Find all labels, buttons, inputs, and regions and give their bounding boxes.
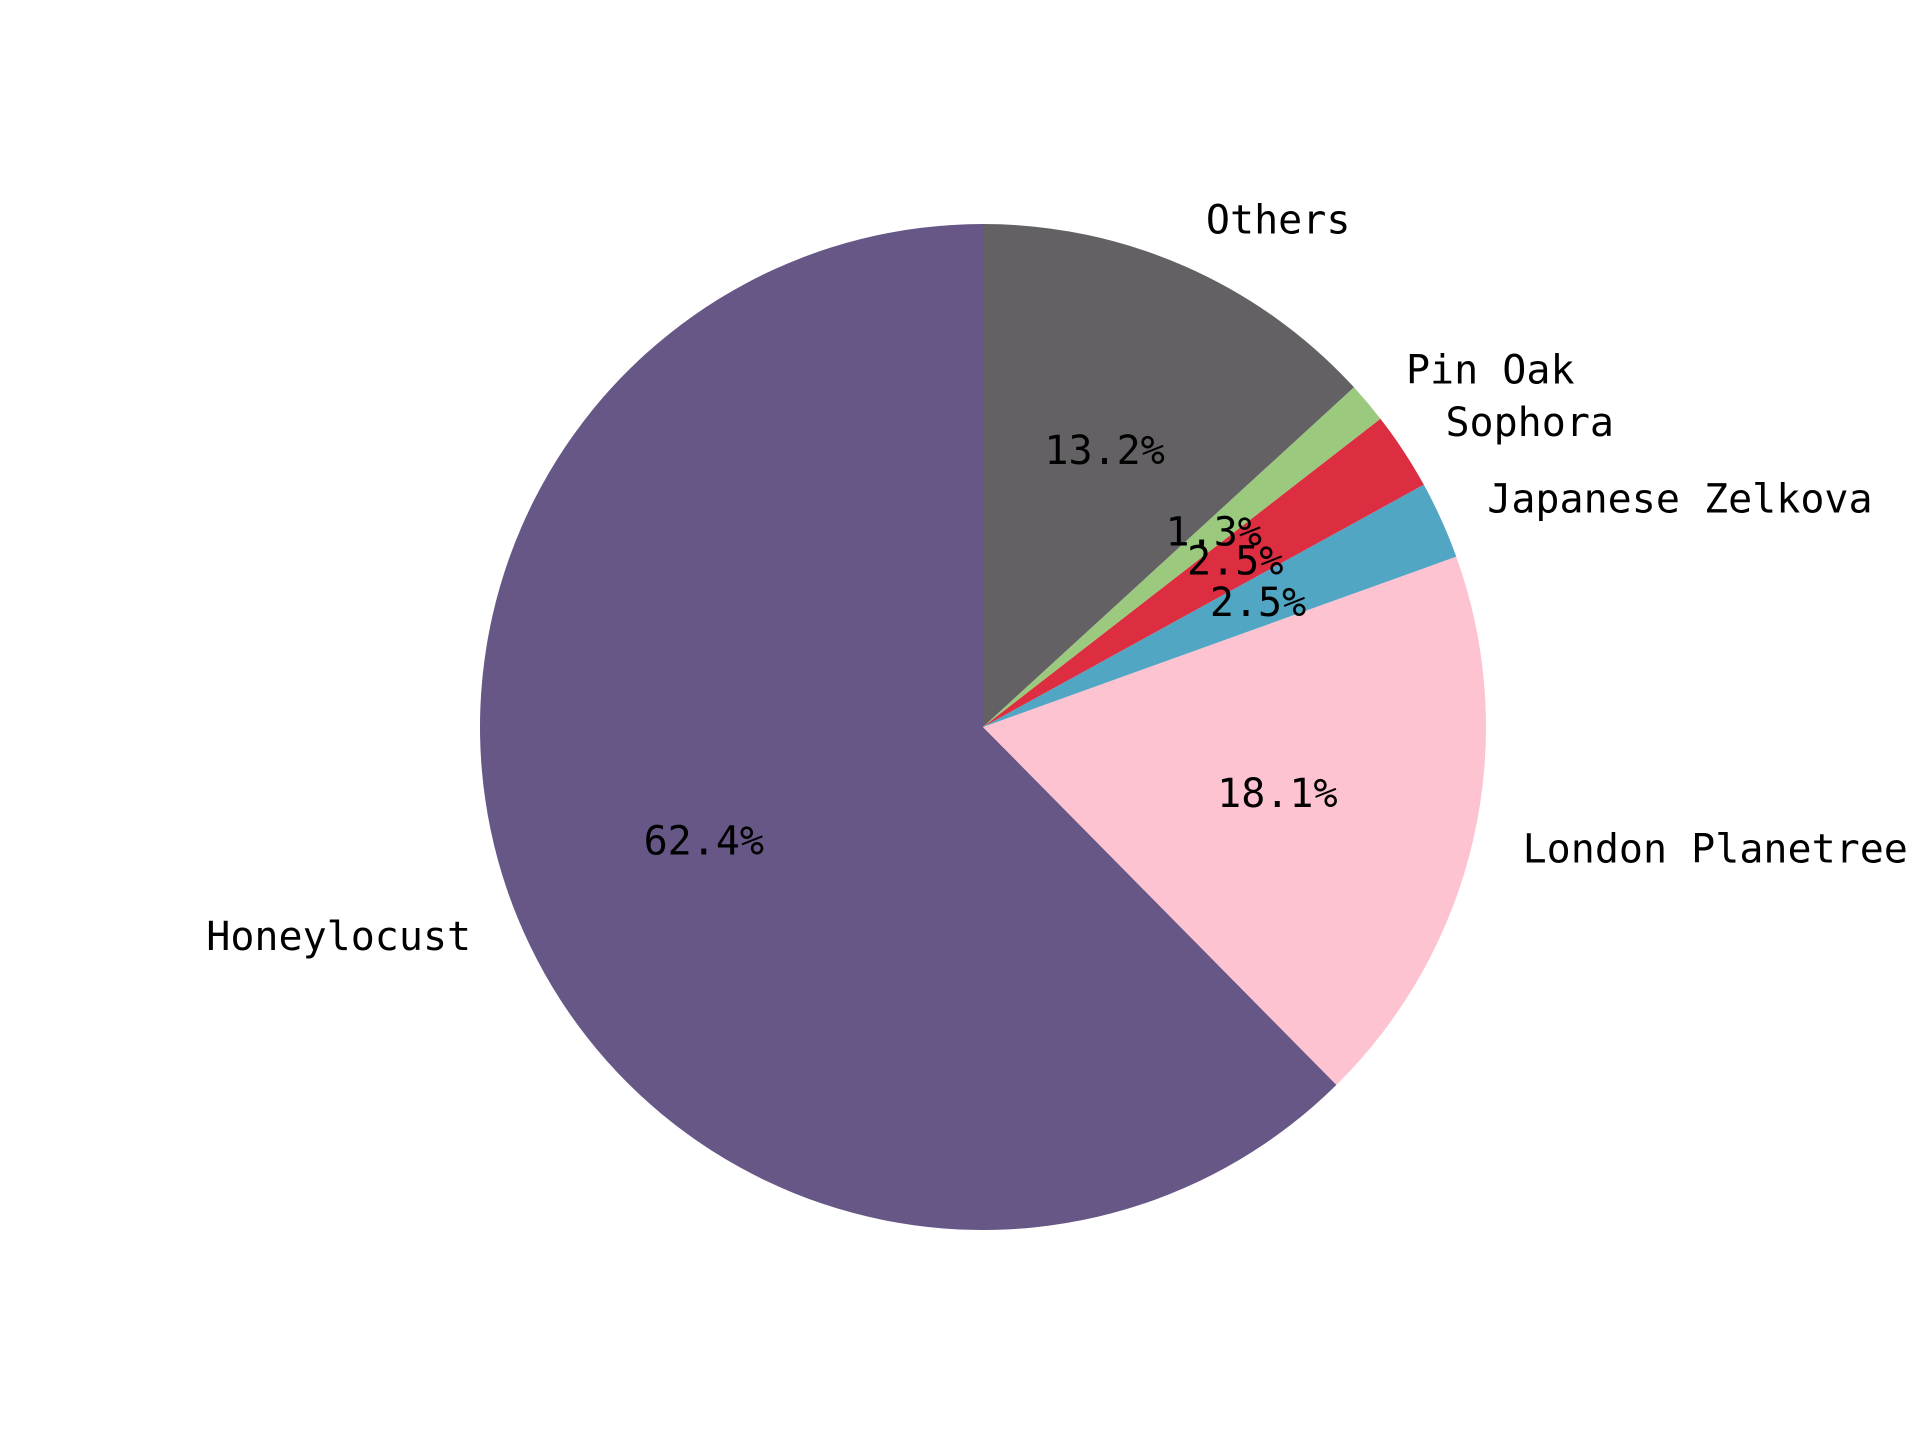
category-label-pin-oak: Pin Oak (1406, 347, 1575, 393)
category-labels: Honeylocust London Planetree Japanese Zelk… (206, 198, 1908, 961)
pie-slice-sophora (983, 418, 1424, 727)
pct-label-honeylocust: 62.4% (644, 819, 764, 865)
category-label-others: Others (1206, 198, 1351, 244)
pie-slice-london-planetree (983, 556, 1486, 1085)
pct-label-london-planetree: 18.1% (1217, 771, 1337, 817)
pct-label-japanese-zelkova: 2.5% (1210, 580, 1306, 626)
category-label-london-planetree: London Planetree (1523, 826, 1908, 872)
category-label-honeylocust: Honeylocust (206, 914, 471, 960)
category-label-sophora: Sophora (1445, 400, 1614, 446)
pie-slices (479, 224, 1486, 1230)
category-label-japanese-zelkova: Japanese Zelkova (1487, 476, 1872, 522)
pie-slice-others (983, 224, 1354, 727)
percent-labels: 62.4%18.1%2.5%2.5%1.3%13.2% (644, 428, 1338, 865)
pie-slice-japanese-zelkova (983, 484, 1457, 727)
pct-label-sophora: 2.5% (1187, 538, 1283, 584)
pct-label-pin-oak: 1.3% (1166, 509, 1262, 555)
pie-slice-honeylocust (479, 224, 1337, 1230)
pct-label-others: 13.2% (1044, 428, 1164, 474)
pie-slice-pin-oak (983, 387, 1381, 727)
